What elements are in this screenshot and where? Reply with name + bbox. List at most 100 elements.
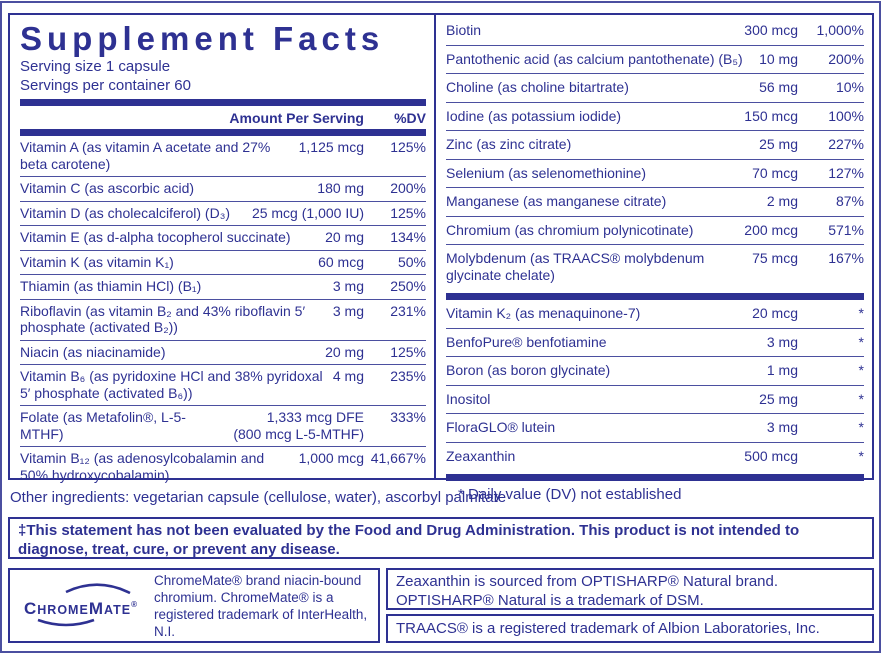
nutrient-dv: 200% xyxy=(828,50,864,67)
nutrient-name: Choline (as choline bitartrate) xyxy=(446,79,629,95)
nutrient-dv: 127% xyxy=(828,164,864,181)
nutrient-dv: 227% xyxy=(828,136,864,152)
svg-text:CHROMEMATE®: CHROMEMATE® xyxy=(24,599,138,618)
logo-letters: HROME xyxy=(37,603,89,617)
nutrient-name: Vitamin K₂ (as menaquinone-7) xyxy=(446,305,641,321)
nutrient-row-choline: Choline (as choline bitartrate) 56 mg 10… xyxy=(446,73,864,102)
nutrient-dv: 571% xyxy=(828,221,864,238)
nutrient-row-biotin: Biotin 300 mcg 1,000% xyxy=(446,17,864,45)
nutrient-name: Molybdenum (as TRAACS® molybdenum glycin… xyxy=(446,250,705,283)
nutrient-row-manganese: Manganese (as manganese citrate) 2 mg 87… xyxy=(446,187,864,216)
nutrient-name: Vitamin E (as d-alpha tocopherol succina… xyxy=(20,229,291,245)
dv-header: %DV xyxy=(394,110,426,126)
nutrient-dv: 231% xyxy=(390,302,426,319)
nutrient-name: Zinc (as zinc citrate) xyxy=(446,136,572,152)
nutrient-dv: 1,000% xyxy=(816,22,864,38)
nutrient-amount: 20 mg xyxy=(325,343,364,360)
nutrient-name: Vitamin C (as ascorbic acid) xyxy=(20,180,195,196)
nutrient-dv: 50% xyxy=(397,253,426,270)
nutrient-row-vitamin-c: Vitamin C (as ascorbic acid) 180 mg 200% xyxy=(20,176,426,201)
nutrient-row-lutein: FloraGLO® lutein 3 mg * xyxy=(446,413,864,442)
nutrient-dv: 125% xyxy=(390,204,426,221)
servings-per-container: Servings per container 60 xyxy=(20,77,191,94)
nutrient-name: Pantothenic acid (as calcium pantothenat… xyxy=(446,50,743,67)
registered-mark: ® xyxy=(131,600,138,609)
nutrient-row-vitamin-b12: Vitamin B₁₂ (as adenosylcobalamin and 50… xyxy=(20,446,426,487)
traacs-note-box: TRAACS® is a registered trademark of Alb… xyxy=(386,614,874,643)
nutrient-dv: 134% xyxy=(390,229,426,245)
nutrient-dv: 41,667% xyxy=(370,450,426,466)
nutrient-amount: 3 mg xyxy=(766,419,798,435)
nutrient-name: Inositol xyxy=(446,390,491,407)
nutrient-dv: 10% xyxy=(835,79,864,95)
nutrient-row-benfotiamine: BenfoPure® benfotiamine 3 mg * xyxy=(446,327,864,357)
nutrient-amount: 3 mg xyxy=(332,302,364,319)
divider-bar xyxy=(20,129,426,136)
chromemate-logo-lower-swoosh xyxy=(37,618,95,626)
logo-letter: M xyxy=(89,599,104,618)
nutrient-name: Zeaxanthin xyxy=(446,447,516,464)
nutrient-amount: 25 mg xyxy=(759,136,798,152)
nutrient-row-vitamin-k: Vitamin K (as vitamin K₁) 60 mcg 50% xyxy=(20,249,426,275)
nutrient-row-vitamin-a: Vitamin A (as vitamin A acetate and 27% … xyxy=(20,136,426,176)
amount-header: Amount Per Serving xyxy=(229,110,364,126)
nutrient-amount: 70 mcg xyxy=(752,164,798,181)
divider-bar xyxy=(446,474,864,481)
nutrient-name: Biotin xyxy=(446,22,482,38)
nutrient-amount: 150 mcg xyxy=(744,107,798,124)
nutrient-amount: 1,125 mcg xyxy=(298,139,364,155)
nutrient-dv: * xyxy=(858,447,864,464)
nutrient-amount: 1,333 mcg DFE (800 mcg L-5-MTHF) xyxy=(233,409,364,442)
left-nutrient-rows: Vitamin A (as vitamin A acetate and 27% … xyxy=(20,136,426,487)
logo-letter: C xyxy=(24,599,37,618)
nutrient-name: Vitamin B₁₂ (as adenosylcobalamin and 50… xyxy=(20,450,265,483)
nutrient-amount: 180 mg xyxy=(317,180,364,196)
nutrient-amount: 200 mcg xyxy=(744,221,798,238)
nutrient-name: Chromium (as chromium polynicotinate) xyxy=(446,221,694,238)
divider-bar xyxy=(446,293,864,300)
nutrient-dv: 100% xyxy=(828,107,864,124)
left-column: Supplement Facts Serving size 1 capsule … xyxy=(10,15,434,483)
nutrient-dv: * xyxy=(858,419,864,435)
nutrient-dv: * xyxy=(858,362,864,378)
chromemate-note: ChromeMate® brand niacin-bound chromium.… xyxy=(154,572,368,639)
nutrient-name: Riboflavin (as vitamin B₂ and 43% ribofl… xyxy=(20,302,306,336)
nutrient-amount: 500 mcg xyxy=(744,447,798,464)
other-ingredients: Other ingredients: vegetarian capsule (c… xyxy=(10,489,507,506)
nutrient-amount: 25 mcg (1,000 IU) xyxy=(251,204,364,221)
nutrient-dv: 200% xyxy=(390,180,426,196)
chromemate-box: CHROMEMATE® ChromeMate® brand niacin-bou… xyxy=(8,568,380,643)
nutrient-amount: 300 mcg xyxy=(744,22,798,38)
fda-disclaimer-text: ‡This statement has not been evaluated b… xyxy=(18,522,800,558)
nutrient-row-riboflavin: Riboflavin (as vitamin B₂ and 43% ribofl… xyxy=(20,298,426,340)
optisharp-note-text: Zeaxanthin is sourced from OPTISHARP® Na… xyxy=(396,573,779,609)
nutrient-row-iodine: Iodine (as potassium iodide) 150 mcg 100… xyxy=(446,101,864,131)
optisharp-note-box: Zeaxanthin is sourced from OPTISHARP® Na… xyxy=(386,568,874,610)
right-no-dv-rows: Vitamin K₂ (as menaquinone-7) 20 mcg * B… xyxy=(446,300,864,470)
nutrient-row-selenium: Selenium (as selenomethionine) 70 mcg 12… xyxy=(446,158,864,188)
divider-bar xyxy=(20,99,426,106)
nutrient-amount: 3 mg xyxy=(766,333,798,350)
nutrient-dv: * xyxy=(858,333,864,350)
nutrient-row-zinc: Zinc (as zinc citrate) 25 mg 227% xyxy=(446,130,864,159)
nutrient-row-vitamin-e: Vitamin E (as d-alpha tocopherol succina… xyxy=(20,225,426,250)
dv-footnote: * Daily value (DV) not established xyxy=(458,486,682,503)
nutrient-row-chromium: Chromium (as chromium polynicotinate) 20… xyxy=(446,215,864,245)
nutrient-amount: 20 mcg xyxy=(752,305,798,321)
nutrient-name: BenfoPure® benfotiamine xyxy=(446,333,607,350)
nutrient-amount: 75 mcg xyxy=(752,250,798,266)
nutrient-amount: 4 mg xyxy=(332,368,364,384)
nutrient-name: Niacin (as niacinamide) xyxy=(20,343,166,360)
nutrient-name: Vitamin A (as vitamin A acetate and 27% … xyxy=(20,139,271,172)
nutrient-name: Boron (as boron glycinate) xyxy=(446,362,611,378)
nutrient-name: Vitamin K (as vitamin K₁) xyxy=(20,253,174,270)
nutrient-dv: * xyxy=(858,305,864,321)
nutrient-row-folate: Folate (as Metafolin®, L-5-MTHF) 1,333 m… xyxy=(20,405,426,446)
nutrient-name: Vitamin D (as cholecalciferol) (D₃) xyxy=(20,204,231,221)
nutrient-row-thiamin: Thiamin (as thiamin HCl) (B₁) 3 mg 250% xyxy=(20,274,426,299)
nutrient-row-vitamin-d: Vitamin D (as cholecalciferol) (D₃) 25 m… xyxy=(20,200,426,226)
nutrient-amount: 25 mg xyxy=(759,390,798,407)
nutrient-row-boron: Boron (as boron glycinate) 1 mg * xyxy=(446,356,864,385)
nutrient-dv: 333% xyxy=(390,409,426,425)
nutrient-amount: 3 mg xyxy=(332,278,364,294)
